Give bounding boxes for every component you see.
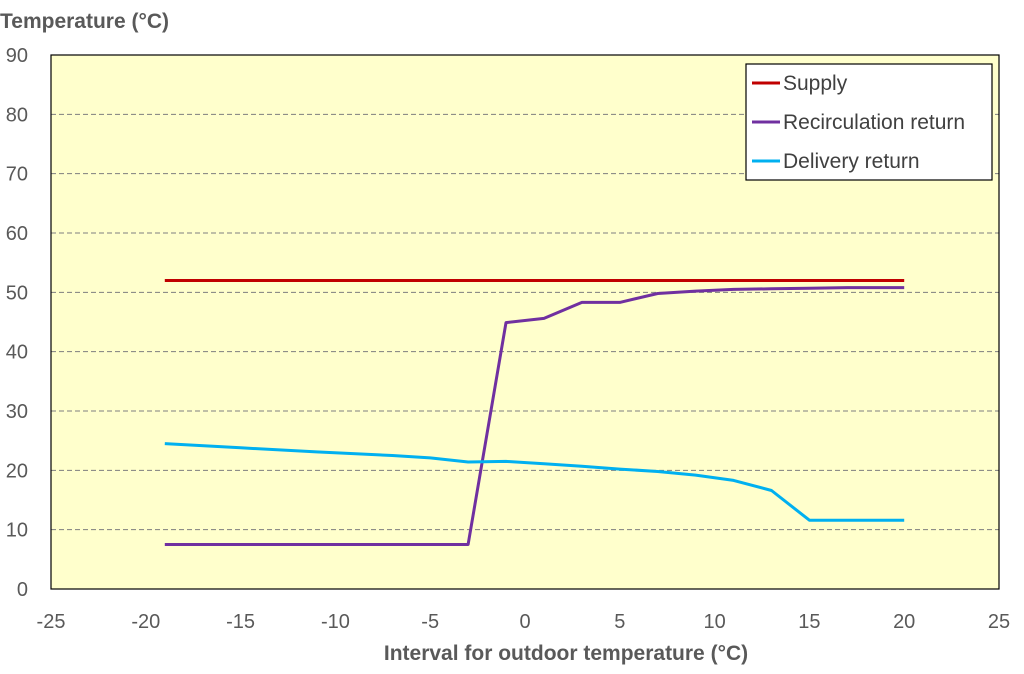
x-tick-label: 0 bbox=[519, 611, 530, 633]
x-axis-title: Interval for outdoor temperature (°C) bbox=[384, 642, 748, 665]
x-tick-label: -5 bbox=[421, 611, 439, 633]
y-tick-label: 10 bbox=[6, 520, 28, 542]
legend-label-delivery-return: Delivery return bbox=[783, 150, 920, 173]
x-tick-label: 10 bbox=[703, 611, 725, 633]
series-layer bbox=[164, 279, 905, 546]
y-tick-label: 60 bbox=[6, 223, 28, 245]
legend-label-supply: Supply bbox=[783, 72, 848, 95]
x-tick-label: -15 bbox=[226, 611, 255, 633]
y-tick-labels: 0 10 20 30 40 50 60 70 80 90 bbox=[6, 45, 28, 601]
x-tick-label: 15 bbox=[798, 611, 820, 633]
y-tick-label: 50 bbox=[6, 282, 28, 304]
series-line-recirculation-return bbox=[164, 286, 905, 546]
legend-label-recirculation-return: Recirculation return bbox=[783, 111, 965, 134]
x-tick-label: 25 bbox=[988, 611, 1010, 633]
y-tick-label: 80 bbox=[6, 104, 28, 126]
legend-box bbox=[745, 63, 993, 181]
y-tick-label: 40 bbox=[6, 342, 28, 364]
x-tick-label: -10 bbox=[321, 611, 350, 633]
y-tick-label: 30 bbox=[6, 401, 28, 423]
legend: Supply Recirculation return Delivery retur… bbox=[745, 63, 993, 181]
x-tick-labels: -25 -20 -15 -10 -5 0 5 10 15 20 25 bbox=[37, 611, 1011, 633]
y-axis-title: Temperature (°C) bbox=[0, 10, 169, 33]
gridlines bbox=[51, 113, 999, 531]
x-tick-label: 20 bbox=[893, 611, 915, 633]
y-tick-label: 20 bbox=[6, 460, 28, 482]
y-tick-label: 90 bbox=[6, 45, 28, 67]
y-tick-label: 70 bbox=[6, 164, 28, 186]
y-tick-label: 0 bbox=[17, 579, 28, 601]
x-tick-label: 5 bbox=[614, 611, 625, 633]
x-tick-label: -20 bbox=[131, 611, 160, 633]
plot-border bbox=[50, 54, 1000, 590]
x-tick-label: -25 bbox=[37, 611, 66, 633]
series-line-delivery-return bbox=[164, 442, 905, 522]
